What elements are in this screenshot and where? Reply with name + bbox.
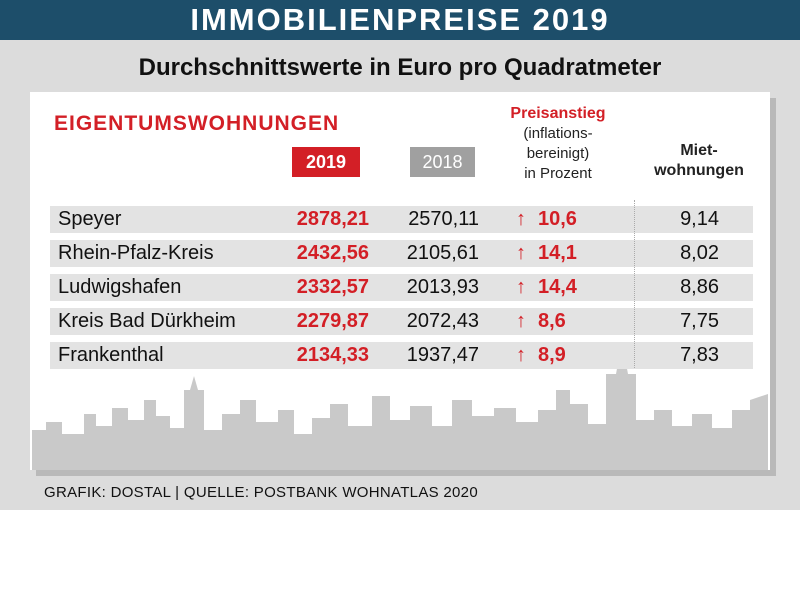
city-name: Frankenthal	[58, 344, 164, 366]
increase-header-line2: (inflations-	[523, 125, 593, 142]
table-row: Kreis Bad Dürkheim 2279,87 2072,43 ↑ 8,6…	[50, 308, 753, 335]
price-2018: 2072,43	[406, 310, 479, 332]
increase-header-line4: in Prozent	[524, 165, 592, 182]
arrow-up-icon: ↑	[516, 242, 526, 264]
rent-price: 8,02	[680, 242, 719, 264]
section-title: EIGENTUMSWOHNUNGEN	[54, 112, 340, 135]
increase-column-header: Preisanstieg (inflations- bereinigt) in …	[488, 104, 628, 184]
rent-price: 9,14	[680, 208, 719, 230]
table-row: Ludwigshafen 2332,57 2013,93 ↑ 14,4 8,86	[50, 274, 753, 301]
subtitle: Durchschnittswerte in Euro pro Quadratme…	[138, 54, 662, 81]
rent-price: 7,75	[680, 310, 719, 332]
price-increase: 8,9	[538, 344, 566, 366]
table-row: Rhein-Pfalz-Kreis 2432,56 2105,61 ↑ 14,1…	[50, 240, 753, 267]
price-2019: 2878,21	[296, 208, 369, 230]
rent-header-line1: Miet-	[680, 142, 718, 159]
price-2019: 2134,33	[296, 344, 369, 366]
city-name: Kreis Bad Dürkheim	[58, 310, 236, 332]
rent-header-line2: wohnungen	[654, 162, 744, 179]
city-name: Speyer	[58, 208, 122, 230]
price-increase: 14,4	[538, 276, 577, 298]
table-row: Speyer 2878,21 2570,11 ↑ 10,6 9,14	[50, 206, 753, 233]
source-credit: GRAFIK: DOSTAL | QUELLE: POSTBANK WOHNAT…	[44, 484, 478, 501]
price-increase: 8,6	[538, 310, 566, 332]
city-skyline-illustration	[32, 342, 768, 470]
price-2018: 2570,11	[408, 208, 479, 230]
rent-price: 8,86	[680, 276, 719, 298]
arrow-up-icon: ↑	[516, 310, 526, 332]
price-2018: 2013,93	[406, 276, 479, 298]
price-2019: 2279,87	[296, 310, 369, 332]
column-divider	[634, 200, 635, 368]
city-name: Ludwigshafen	[58, 276, 182, 298]
arrow-up-icon: ↑	[516, 276, 526, 298]
arrow-up-icon: ↑	[516, 344, 526, 366]
page-title: IMMOBILIENPREISE 2019	[0, 0, 800, 40]
price-2018: 1937,47	[406, 344, 479, 366]
year-2019-badge: 2019	[292, 147, 360, 177]
arrow-up-icon: ↑	[516, 208, 526, 230]
price-2019: 2432,56	[296, 242, 369, 264]
price-2019: 2332,57	[296, 276, 369, 298]
price-2018: 2105,61	[406, 242, 479, 264]
increase-header-line1: Preisanstieg	[510, 105, 606, 122]
table-row: Frankenthal 2134,33 1937,47 ↑ 8,9 7,83	[50, 342, 753, 369]
price-increase: 10,6	[538, 208, 577, 230]
increase-header-line3: bereinigt)	[526, 145, 590, 162]
rent-price: 7,83	[680, 344, 719, 366]
year-2018-badge: 2018	[410, 147, 475, 177]
price-increase: 14,1	[538, 242, 577, 264]
city-name: Rhein-Pfalz-Kreis	[58, 242, 214, 264]
rent-column-header: Miet- wohnungen	[634, 141, 764, 181]
